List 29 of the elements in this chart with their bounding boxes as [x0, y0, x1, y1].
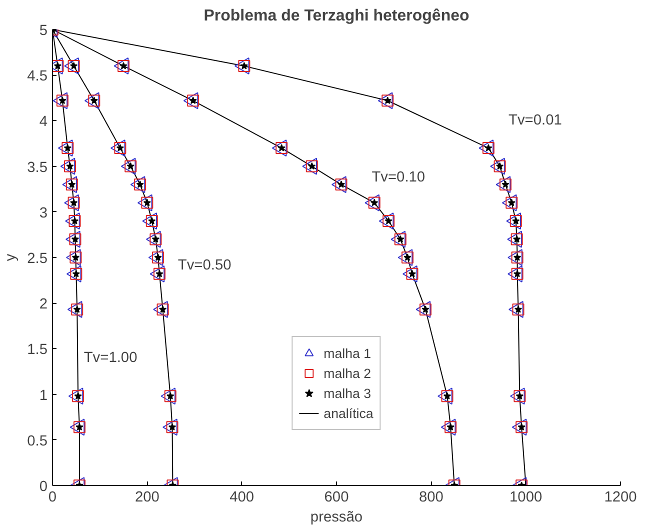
x-tick-label: 200 [134, 490, 160, 506]
x-axis-title: pressão [310, 510, 363, 526]
annotation: Tv=0.50 [178, 258, 232, 274]
y-tick-label: 0.5 [27, 433, 48, 450]
y-tick-label: 3.5 [27, 160, 48, 176]
x-tick-label: 1000 [510, 490, 542, 506]
legend-label: malha 1 [324, 345, 372, 361]
legend-label: malha 2 [324, 365, 372, 381]
x-tick-label: 400 [230, 490, 254, 506]
annotation: Tv=0.10 [372, 170, 426, 186]
y-tick-label: 4.5 [27, 68, 48, 85]
y-tick-label: 0 [39, 479, 48, 495]
y-tick-label: 1 [39, 388, 48, 404]
x-tick-label: 1200 [604, 490, 637, 506]
x-tick-label: 600 [324, 490, 349, 506]
y-axis-title: y [3, 253, 20, 262]
legend-label: analítica [324, 405, 374, 421]
annotation: Tv=1.00 [84, 350, 138, 366]
annotation: Tv=0.01 [508, 112, 562, 128]
legend-label: malha 3 [324, 385, 372, 401]
y-tick-label: 5 [39, 23, 48, 39]
y-tick-label: 2.5 [27, 251, 48, 267]
y-tick-label: 2 [39, 296, 48, 313]
point [52, 60, 64, 72]
y-tick-label: 3 [39, 205, 48, 222]
chart-title: Problema de Terzaghi heterogêneo [204, 8, 470, 24]
y-tick-label: 4 [39, 114, 48, 130]
x-tick-label: 800 [418, 490, 444, 506]
y-tick-label: 1.5 [27, 342, 48, 358]
